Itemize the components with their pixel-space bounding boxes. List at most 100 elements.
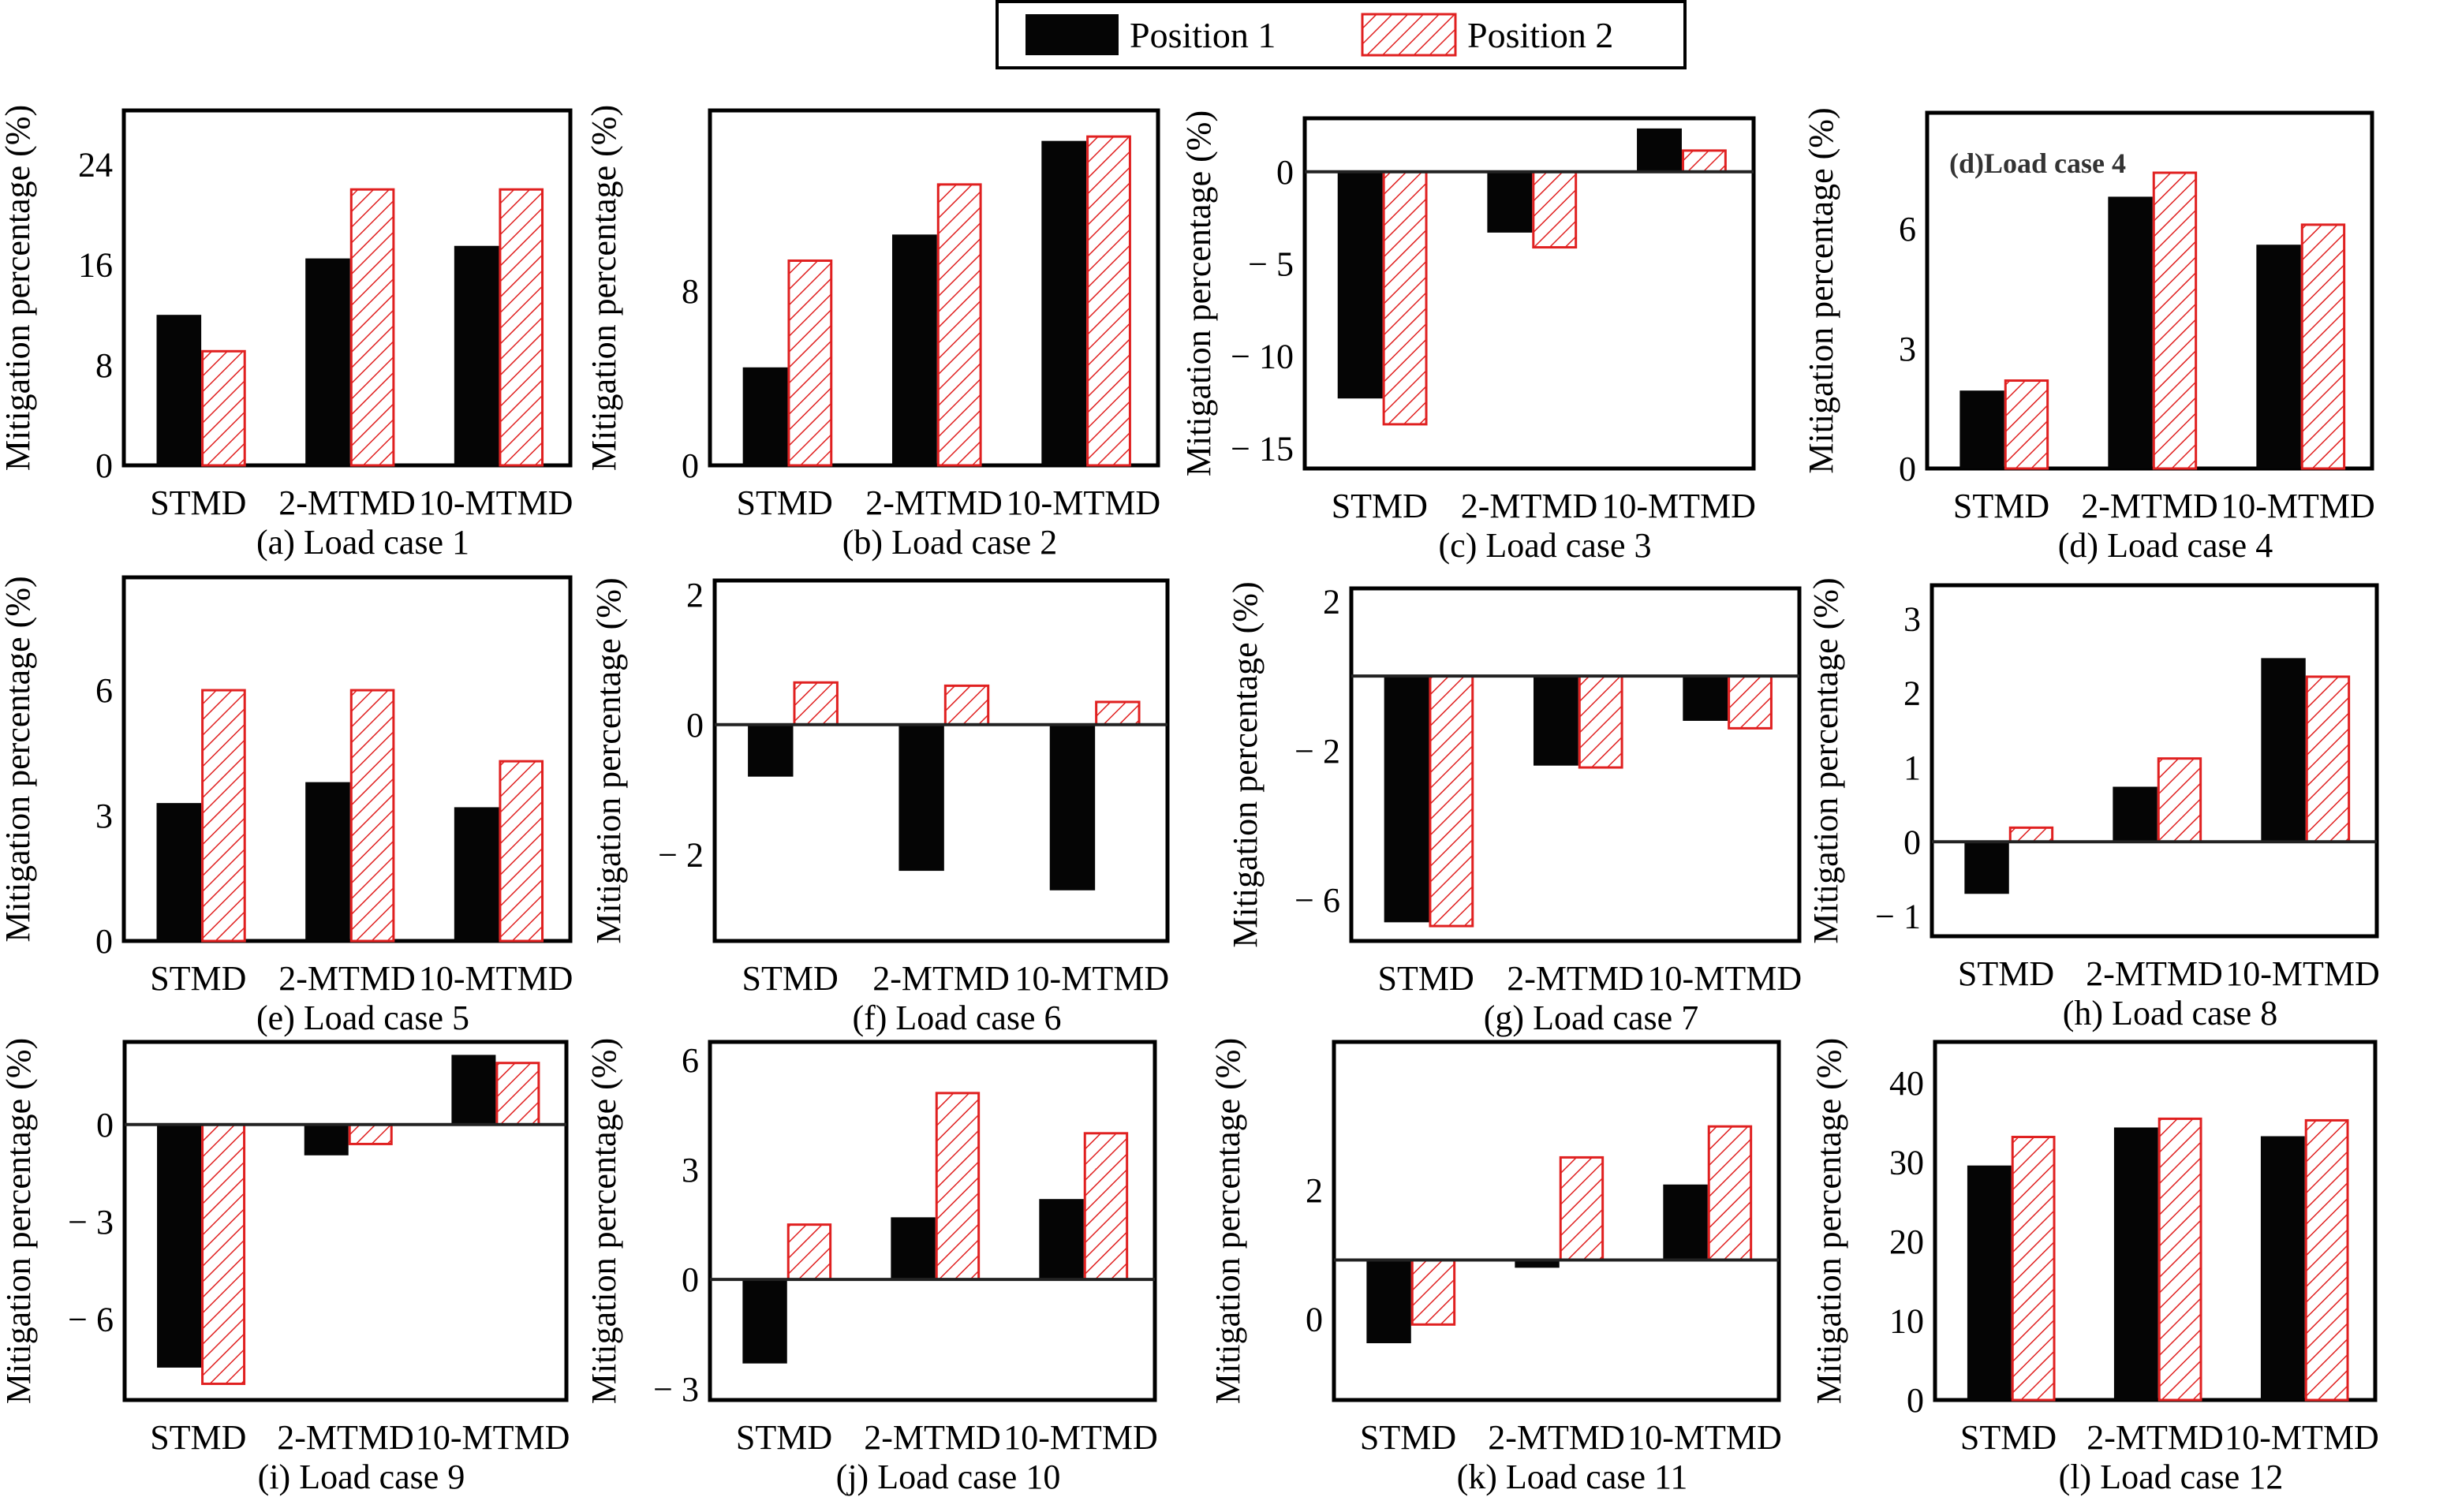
bar-position-1-10-mtmd (2256, 245, 2301, 469)
x-tick-label: 2-MTMD (865, 483, 1003, 522)
plot-frame (122, 1040, 569, 1402)
y-tick-label: 20 (1889, 1223, 1924, 1261)
bar-position-2-10-mtmd (1095, 700, 1141, 726)
y-tick-label: − 5 (1248, 245, 1294, 284)
y-axis-label: Mitigation percentage (%) (589, 577, 628, 943)
y-axis-label: Mitigation percentage (%) (1179, 110, 1218, 476)
x-tick-label: STMD (1960, 1418, 2057, 1457)
bar-position-1-2-mtmd (305, 258, 350, 465)
bar-position-2-stmd (1429, 674, 1474, 928)
bar-position-1-2-mtmd (1515, 1260, 1560, 1268)
x-tick-label: 10-MTMD (1627, 1418, 1782, 1457)
panel-inset-label: (d)Load case 4 (1949, 147, 2126, 179)
y-tick-label: − 6 (68, 1300, 114, 1338)
bar-position-2-stmd (2011, 1136, 2056, 1402)
y-tick-label: 3 (682, 1151, 699, 1189)
bar-position-1-10-mtmd (454, 807, 499, 941)
plot-frame (1332, 1040, 1781, 1402)
x-tick-label: 2-MTMD (1507, 959, 1644, 998)
bar-position-1-stmd (1366, 1260, 1411, 1344)
bar-position-2-10-mtmd (1083, 1132, 1129, 1281)
x-tick-label: STMD (150, 959, 246, 998)
bar-position-2-10-mtmd (1728, 674, 1773, 730)
bar-position-1-stmd (1959, 390, 2004, 469)
bar-position-1-10-mtmd (1041, 140, 1087, 465)
y-tick-label: 0 (1306, 1301, 1323, 1339)
panel-caption: (l) Load case 12 (2059, 1458, 2284, 1496)
y-tick-label: − 1 (1875, 898, 1921, 936)
y-tick-label: 2 (1903, 674, 1921, 713)
panel-caption: (a) Load case 1 (256, 523, 469, 562)
legend-swatch-position-1 (1025, 14, 1119, 55)
plot-frame (1930, 583, 2379, 939)
y-tick-label: − 6 (1294, 881, 1340, 920)
panel-caption: (f) Load case 6 (852, 999, 1061, 1037)
x-tick-label: 2-MTMD (864, 1418, 1001, 1457)
y-tick-label: 0 (1276, 153, 1294, 192)
x-tick-label: 2-MTMD (1488, 1418, 1625, 1457)
plot-frame (1302, 116, 1756, 471)
panel-e: STMD 2-MTMD 10-MTMD 0 3 6 Mitigation percentag… (0, 575, 573, 1037)
y-tick-label: 40 (1889, 1064, 1924, 1103)
plot-frame (1349, 586, 1802, 943)
bar-position-2-10-mtmd (2304, 1118, 2349, 1402)
y-axis-label: Mitigation percentage (%) (1209, 1038, 1247, 1404)
bar-position-1-stmd (1964, 842, 2009, 894)
bar-position-2-10-mtmd (1086, 135, 1131, 467)
legend-label-position-2: Position 2 (1467, 15, 1613, 55)
y-tick-label: 2 (1306, 1171, 1323, 1210)
bar-position-1-10-mtmd (2260, 1136, 2305, 1400)
y-tick-label: − 15 (1231, 429, 1294, 468)
x-tick-label: 2-MTMD (2081, 487, 2218, 525)
x-tick-label: 10-MTMD (2225, 1418, 2379, 1457)
y-tick-label: 0 (1903, 823, 1921, 861)
y-tick-label: 3 (95, 797, 113, 835)
bar-position-1-10-mtmd (1663, 1184, 1708, 1260)
bar-position-1-stmd (748, 724, 794, 777)
bar-position-2-10-mtmd (1681, 149, 1727, 174)
y-tick-label: 0 (682, 446, 699, 485)
y-tick-label: 6 (1899, 210, 1916, 248)
y-tick-label: 1 (1903, 749, 1921, 787)
bar-position-2-10-mtmd (499, 760, 544, 943)
y-axis-label: Mitigation percentage (%) (585, 1038, 623, 1404)
y-tick-label: 6 (95, 671, 113, 710)
y-tick-label: 8 (682, 272, 699, 311)
bar-position-2-2-mtmd (1578, 674, 1623, 769)
y-tick-label: 0 (95, 922, 113, 961)
bar-position-2-stmd (1382, 170, 1428, 426)
y-tick-label: − 3 (68, 1203, 114, 1241)
x-tick-label: 10-MTMD (1015, 959, 1170, 998)
panel-caption: (d) Load case 4 (2058, 526, 2273, 565)
bar-position-2-2-mtmd (936, 183, 982, 467)
bar-position-2-stmd (793, 681, 839, 726)
x-tick-label: 10-MTMD (2221, 487, 2375, 525)
y-tick-label: 24 (78, 145, 113, 184)
bar-position-2-2-mtmd (943, 684, 990, 726)
legend: Position 1 Position 2 (996, 0, 1687, 69)
bar-position-1-2-mtmd (2113, 1127, 2158, 1400)
y-axis-label: Mitigation percentage (%) (585, 105, 623, 471)
bar-position-1-2-mtmd (305, 782, 350, 941)
y-tick-label: 16 (78, 246, 113, 285)
y-tick-label: 8 (95, 346, 113, 385)
bar-position-2-10-mtmd (1707, 1125, 1753, 1261)
legend-swatch-position-2 (1361, 13, 1457, 57)
bar-position-2-2-mtmd (2157, 1117, 2202, 1402)
x-tick-label: 2-MTMD (1461, 487, 1598, 525)
bar-position-2-2-mtmd (348, 1123, 393, 1145)
bar-position-2-2-mtmd (349, 188, 395, 467)
y-tick-label: 0 (682, 1260, 699, 1299)
x-tick-label: STMD (737, 483, 833, 522)
y-axis-label: Mitigation percentage (%) (0, 1038, 38, 1404)
x-tick-label: 10-MTMD (1003, 1418, 1158, 1457)
x-tick-label: STMD (736, 1418, 832, 1457)
bar-position-1-2-mtmd (304, 1124, 349, 1155)
bar-position-2-2-mtmd (2152, 171, 2198, 470)
y-tick-label: − 2 (658, 835, 704, 874)
bar-position-1-stmd (156, 803, 202, 941)
bar-position-2-stmd (201, 689, 246, 943)
panel-f: STMD 2-MTMD 10-MTMD 2 0 − 2 Mitigation percent… (589, 576, 1170, 1037)
